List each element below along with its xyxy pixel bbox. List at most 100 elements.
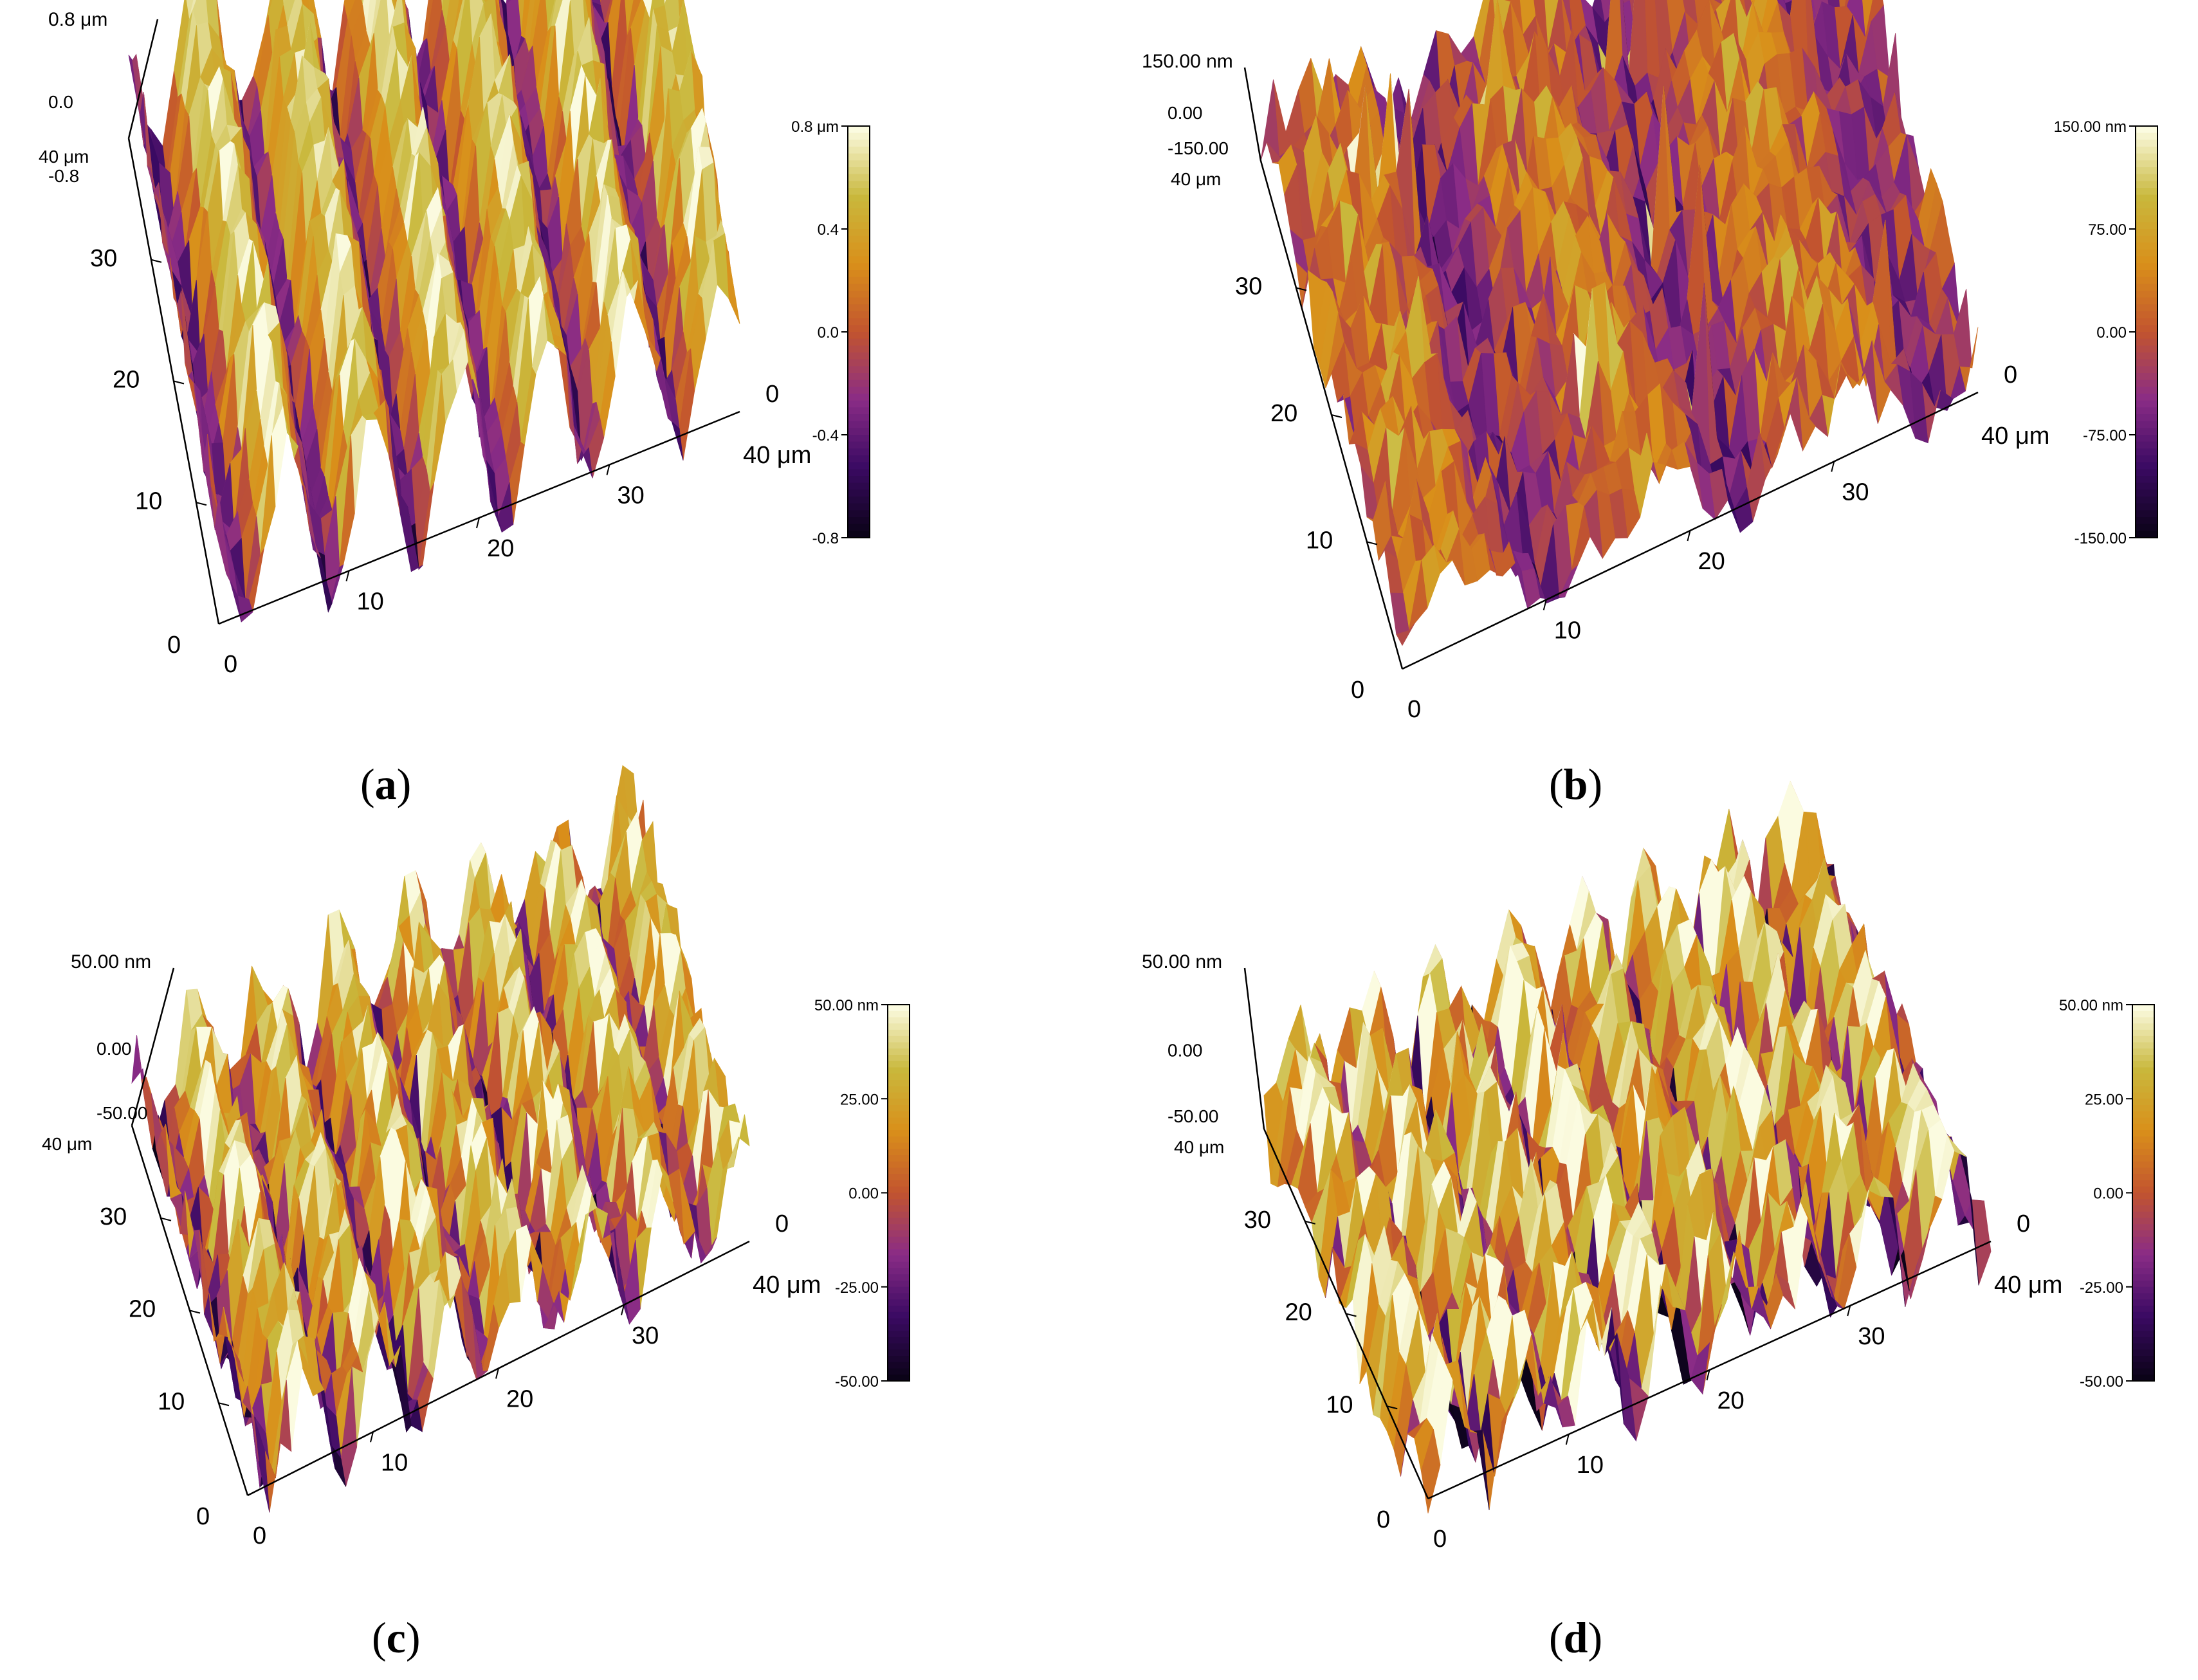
x-tick [1706,1369,1710,1381]
z-axis-line [1243,967,1265,1129]
x-tick-label: 10 [357,589,384,616]
colorbar-band [2132,1092,2154,1100]
colorbar-band [848,332,870,340]
colorbar-band [848,194,870,203]
colorbar-band [888,1092,910,1100]
x-tick-label: 30 [1842,479,1869,506]
colorbar-band [2132,1243,2154,1250]
colorbar-band [2132,1061,2154,1068]
colorbar-band [2136,147,2157,154]
y-tick [1366,541,1378,545]
colorbar-band [2132,1211,2154,1219]
x-tick [1831,461,1835,472]
colorbar-band [2132,1286,2154,1294]
colorbar-band [848,524,870,532]
caption-c: (c) [372,1613,421,1662]
colorbar-band [888,1155,910,1162]
colorbar-band [888,1136,910,1144]
colorbar-band [888,1186,910,1194]
colorbar-band [2132,1349,2154,1356]
colorbar-band [2136,517,2157,525]
colorbar-band [888,1337,910,1344]
colorbar-band [2136,531,2157,538]
colorbar-band [888,1149,910,1156]
colorbar-band [888,1124,910,1131]
x-tick [1565,1434,1570,1445]
y-tick-label: 30 [100,1203,127,1230]
colorbar-band [2136,338,2157,347]
colorbar-band [2132,1362,2154,1369]
colorbar-band [888,1080,910,1087]
colorbar-band [888,1017,910,1025]
colorbar-band [888,1268,910,1275]
colorbar-band [888,1236,910,1244]
colorbar-band [2136,441,2157,450]
colorbar-band [888,1281,910,1288]
y-tick-label: 20 [1270,400,1297,427]
colorbar-band [848,256,870,264]
x-tick [370,1432,374,1443]
z-axis-label: 0.00 [1168,1041,1203,1061]
colorbar-band [2136,435,2157,443]
colorbar-tick-label: 75.00 [2088,221,2127,239]
colorbar-band [888,1274,910,1281]
colorbar-band [888,1349,910,1356]
x-tick-label: 20 [487,535,514,562]
x-tick [476,517,480,529]
colorbar-band [2132,1036,2154,1043]
x-tick-label: 0 [253,1522,266,1549]
colorbar-band [848,359,870,367]
colorbar-band [2136,167,2157,175]
colorbar-band [888,1099,910,1106]
colorbar-band [848,441,870,450]
colorbar-band [2136,497,2157,504]
panel-d: 0 10 20 30 40 μm 0 0 10 20 30 40 μm 50.00 nm 0.00 -50… [1099,780,2198,1680]
colorbar-band [888,1249,910,1256]
colorbar-band [2136,242,2157,250]
x-tick [1847,1305,1851,1317]
colorbar-band [888,1180,910,1187]
colorbar-band [848,132,870,141]
colorbar-band [888,1331,910,1338]
colorbar-band [2136,140,2157,147]
colorbar-band [2132,1374,2154,1382]
colorbar-band [2132,1306,2154,1313]
x-tick-label: 30 [618,482,645,509]
x-far-zero-label: 0 [765,381,779,408]
colorbar-band [2136,407,2157,415]
colorbar-band [888,1010,910,1018]
y-tick [173,380,185,385]
y-tick-label: 20 [1285,1299,1312,1326]
colorbar-band [888,1042,910,1050]
colorbar-band [888,1362,910,1369]
colorbar-band [848,284,870,291]
colorbar-band [888,1073,910,1081]
colorbar-band [848,366,870,374]
colorbar-band [848,229,870,237]
panel-c: 0 10 20 30 40 μm 0 0 10 20 30 40 μm 50.00 nm 0.00 -50… [0,765,1094,1680]
z-axis-label: 0.8 μm [48,9,107,30]
x-tick [1687,530,1691,542]
colorbar-band [2136,379,2157,388]
y-tick [1387,1405,1398,1410]
colorbar-band [848,201,870,209]
colorbar-band [2132,1261,2154,1269]
colorbar-band [848,277,870,285]
x-far-zero-label: 0 [775,1210,789,1237]
colorbar-tick-label: 25.00 [840,1091,879,1108]
colorbar-band [888,1343,910,1351]
z-axis-line [127,19,159,139]
colorbar-band [2136,311,2157,319]
y-tick-label: 40 μm [42,1134,92,1154]
y-tick-label: 0 [1377,1506,1390,1533]
colorbar-band [2132,1023,2154,1030]
colorbar-band [848,235,870,244]
colorbar-band [2136,208,2157,216]
y-tick [218,1402,230,1407]
z-axis-label: 150.00 nm [1142,51,1233,72]
y-tick [1331,414,1342,418]
surface-facet [214,494,230,581]
colorbar-band [848,270,870,278]
